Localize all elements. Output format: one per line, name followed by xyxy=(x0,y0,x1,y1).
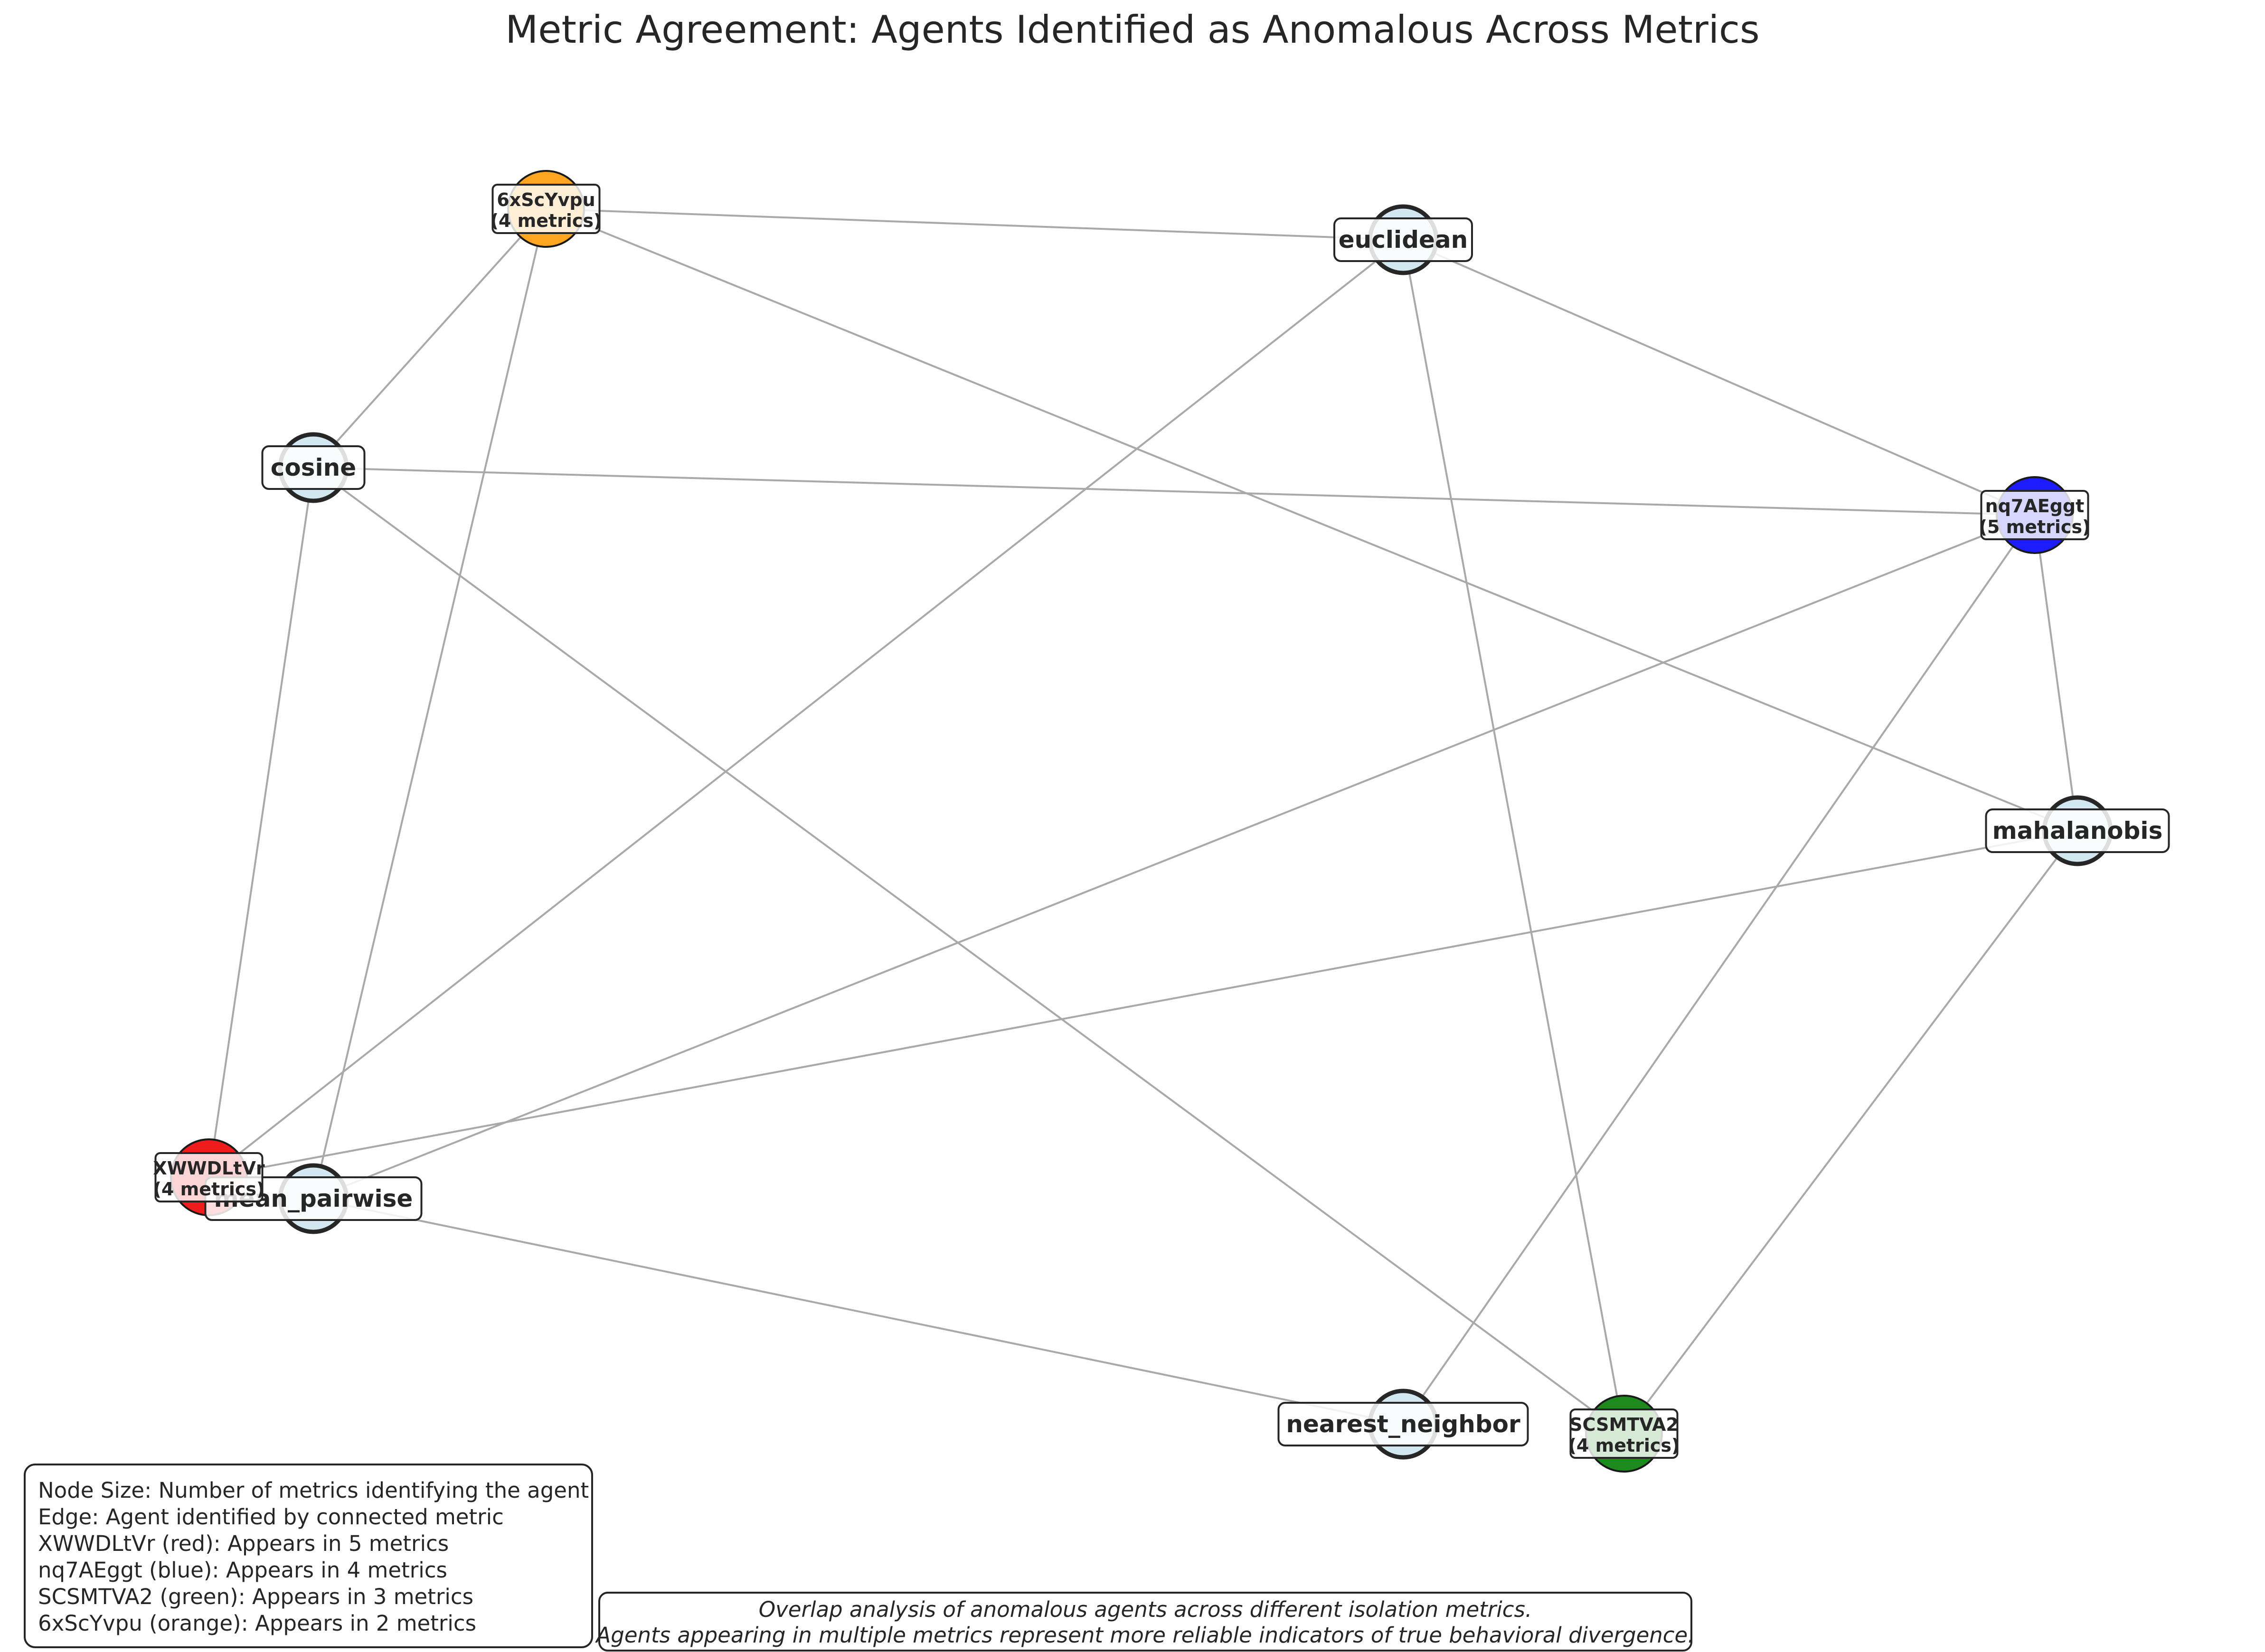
edge-mean_pairwise-nearest_neighbor xyxy=(313,1198,1404,1425)
metric-label-text: nearest_neighbor xyxy=(1286,1410,1520,1438)
edge-6xScYvpu-cosine xyxy=(312,208,547,469)
edge-euclidean-XWWDLtVr xyxy=(208,239,1404,1178)
nodes-layer xyxy=(170,170,2113,1473)
legend-box: Node Size: Number of metrics identifying… xyxy=(24,1464,593,1648)
agent-label-name: SCSMTVA2 xyxy=(1569,1414,1679,1435)
caption-line: Overlap analysis of anomalous agents acr… xyxy=(759,1597,1532,1622)
edges-layer xyxy=(208,208,2078,1435)
metric-label-box xyxy=(1277,1402,1529,1446)
legend-line: XWWDLtVr (red): Appears in 5 metrics xyxy=(38,1531,449,1556)
edge-6xScYvpu-mahalanobis xyxy=(546,208,2078,832)
metric-label-box xyxy=(1985,808,2170,853)
caption-line: Agents appearing in multiple metrics rep… xyxy=(595,1623,1694,1648)
metric-label-text: cosine xyxy=(271,454,356,481)
legend-line: SCSMTVA2 (green): Appears in 3 metrics xyxy=(38,1584,473,1609)
agent-label-XWWDLtVr: XWWDLtVr(4 metrics) xyxy=(153,1152,265,1202)
agent-label-nq7AEggt: nq7AEggt(5 metrics) xyxy=(1979,490,2091,540)
metric-label-text: mahalanobis xyxy=(1992,817,2163,845)
metric-label-box xyxy=(261,445,366,490)
diagram-title: Metric Agreement: Agents Identified as A… xyxy=(505,8,1759,52)
metric-label-text: euclidean xyxy=(1339,226,1468,253)
edge-nq7AEggt-nearest_neighbor xyxy=(1402,514,2036,1425)
agent-label-name: nq7AEggt xyxy=(1985,496,2085,516)
edge-euclidean-nq7AEggt xyxy=(1403,239,2035,516)
agent-label-count: (5 metrics) xyxy=(1979,516,2091,537)
metric-label-nearest_neighbor: nearest_neighbor xyxy=(1277,1402,1529,1446)
agent-label-box xyxy=(154,1152,264,1202)
agent-label-count: (4 metrics) xyxy=(491,210,602,231)
edge-nq7AEggt-mahalanobis xyxy=(2034,515,2078,831)
edge-6xScYvpu-euclidean xyxy=(546,208,1404,241)
legend-line: 6xScYvpu (orange): Appears in 2 metrics xyxy=(38,1611,476,1636)
edge-mahalanobis-SCSMTVA2 xyxy=(1623,830,2078,1435)
edge-nq7AEggt-mean_pairwise xyxy=(313,514,2035,1200)
edge-euclidean-SCSMTVA2 xyxy=(1402,239,1625,1434)
edge-6xScYvpu-mean_pairwise xyxy=(312,208,547,1199)
agent-label-count: (4 metrics) xyxy=(153,1179,265,1200)
agent-label-name: XWWDLtVr xyxy=(153,1158,264,1179)
agent-label-name: 6xScYvpu xyxy=(497,189,595,210)
metric-label-euclidean: euclidean xyxy=(1333,217,1473,262)
edge-cosine-nq7AEggt xyxy=(313,467,2035,516)
metric-label-mahalanobis: mahalanobis xyxy=(1985,808,2170,853)
agent-label-box xyxy=(1569,1408,1679,1459)
edge-mahalanobis-XWWDLtVr xyxy=(208,830,2078,1178)
metric-label-cosine: cosine xyxy=(261,445,366,490)
metric-label-box xyxy=(1333,217,1473,262)
agent-label-box xyxy=(1980,490,2089,540)
agent-label-SCSMTVA2: SCSMTVA2(4 metrics) xyxy=(1568,1408,1680,1459)
labels-layer: euclideancosinemahalanobismean_pairwisen… xyxy=(153,184,2170,1459)
agent-label-6xScYvpu: 6xScYvpu(4 metrics) xyxy=(491,184,602,234)
legend-line: Node Size: Number of metrics identifying… xyxy=(38,1478,589,1503)
agent-label-count: (4 metrics) xyxy=(1568,1435,1680,1456)
edge-cosine-SCSMTVA2 xyxy=(312,467,1625,1435)
agent-label-box xyxy=(491,184,601,234)
edge-cosine-XWWDLtVr xyxy=(208,467,314,1178)
legend-line: Edge: Agent identified by connected metr… xyxy=(38,1504,504,1530)
caption-box: Overlap analysis of anomalous agents acr… xyxy=(595,1592,1695,1652)
legend-line: nq7AEggt (blue): Appears in 4 metrics xyxy=(38,1558,447,1583)
